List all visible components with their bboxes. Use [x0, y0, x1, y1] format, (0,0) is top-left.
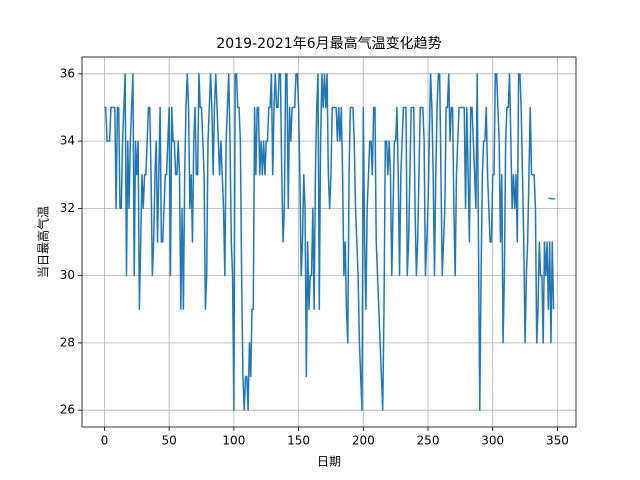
x-tick-label: 250	[417, 434, 440, 448]
y-tick-label: 30	[60, 268, 75, 282]
y-axis-label: 当日最高气温	[36, 206, 51, 278]
x-tick-label: 300	[481, 434, 504, 448]
chart-title: 2019-2021年6月最高气温变化趋势	[216, 35, 441, 52]
data-line	[104, 73, 555, 411]
plot-frame	[81, 56, 577, 428]
x-tick-label: 100	[222, 434, 245, 448]
y-tick-label: 32	[60, 201, 75, 215]
x-tick-label: 150	[287, 434, 310, 448]
x-tick-label: 0	[101, 434, 109, 448]
y-tick-label: 36	[60, 66, 75, 80]
x-tick-label: 350	[546, 434, 569, 448]
x-tick-label: 200	[352, 434, 375, 448]
y-tick-label: 28	[60, 335, 75, 349]
y-tick-label: 34	[60, 134, 75, 148]
y-tick-label: 26	[60, 403, 75, 417]
x-tick-label: 50	[162, 434, 177, 448]
x-axis-label: 日期	[317, 455, 341, 469]
data-line	[548, 197, 555, 200]
